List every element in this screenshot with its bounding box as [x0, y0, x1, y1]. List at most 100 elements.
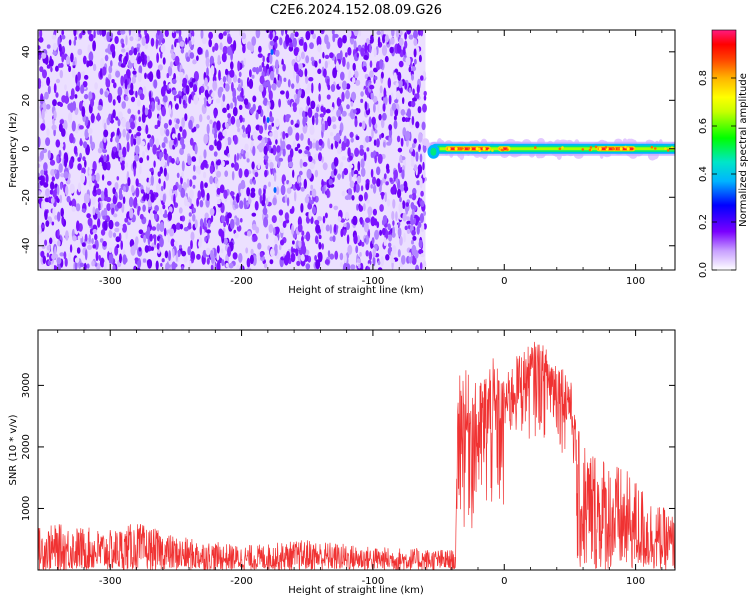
noise-blob — [216, 252, 220, 261]
noise-blob — [38, 190, 42, 196]
noise-blob — [323, 68, 327, 78]
noise-blob — [99, 162, 102, 167]
noise-blob — [227, 153, 230, 158]
noise-blob — [116, 142, 120, 152]
noise-blob — [341, 156, 347, 161]
noise-blob — [104, 187, 108, 198]
noise-blob — [49, 159, 56, 166]
noise-blob — [246, 187, 251, 197]
noise-blob — [324, 212, 328, 219]
noise-blob — [238, 83, 241, 92]
noise-blob — [93, 30, 96, 39]
noise-blob — [415, 151, 419, 162]
noise-blob — [223, 189, 228, 199]
noise-blob — [199, 218, 204, 228]
noise-blob — [112, 264, 116, 270]
noise-blob — [139, 157, 144, 164]
noise-blob — [418, 248, 424, 255]
noise-blob — [261, 199, 266, 207]
spectrogram-xtick-label: -300 — [99, 276, 122, 287]
noise-blob — [278, 209, 284, 216]
noise-blob — [106, 196, 112, 203]
noise-blob — [262, 55, 265, 63]
noise-blob — [68, 39, 72, 46]
noise-blob — [394, 99, 399, 104]
noise-blob — [101, 190, 105, 202]
noise-blob — [113, 82, 117, 89]
noise-blob — [155, 38, 158, 50]
snr-panel: -300 -200 -100 0 100 1000 2000 3000 Height of s… — [8, 329, 676, 596]
noise-blob — [278, 98, 281, 108]
noise-blob — [337, 173, 342, 180]
noise-blob — [133, 166, 136, 177]
noise-blob — [163, 148, 167, 155]
noise-blob — [84, 159, 87, 168]
noise-blob — [246, 267, 252, 270]
noise-blob — [293, 69, 296, 79]
noise-blob — [218, 228, 223, 237]
noise-blob — [79, 101, 83, 111]
noise-blob — [318, 251, 323, 263]
noise-blob — [318, 93, 321, 102]
noise-blob — [112, 187, 116, 195]
band-speckle — [581, 148, 585, 151]
noise-blob — [252, 235, 258, 242]
noise-blob — [114, 227, 120, 233]
snr-series-line — [38, 341, 675, 570]
noise-blob — [388, 230, 392, 236]
noise-blob — [307, 107, 313, 118]
noise-blob — [310, 100, 316, 110]
noise-blob — [206, 229, 211, 234]
noise-blob — [356, 175, 362, 184]
noise-blob — [419, 262, 423, 270]
noise-blob — [227, 246, 232, 257]
noise-blob — [406, 30, 412, 35]
noise-blob — [310, 184, 314, 190]
noise-blob — [269, 161, 274, 169]
noise-blob — [268, 181, 271, 188]
noise-blob — [413, 30, 418, 39]
noise-blob — [410, 202, 415, 210]
noise-blob — [80, 84, 85, 94]
noise-blob — [52, 51, 57, 56]
noise-blob — [86, 194, 90, 204]
noise-blob — [327, 250, 331, 258]
noise-blob — [190, 251, 196, 262]
noise-blob — [110, 60, 113, 67]
noise-blob — [91, 238, 94, 245]
noise-blob — [296, 260, 301, 267]
noise-blob — [192, 184, 196, 189]
noise-blob — [384, 191, 388, 203]
noise-blob — [245, 247, 249, 254]
noise-blob — [44, 91, 49, 100]
noise-blob — [321, 179, 324, 188]
noise-blob — [249, 254, 254, 265]
noise-blob — [312, 33, 316, 40]
noise-blob — [102, 161, 108, 171]
noise-blob — [316, 106, 320, 113]
noise-blob — [198, 87, 202, 96]
noise-blob — [165, 262, 169, 270]
noise-blob — [390, 37, 395, 45]
noise-speck — [270, 49, 274, 55]
noise-blob — [192, 175, 197, 180]
noise-blob — [75, 74, 78, 84]
noise-blob — [162, 204, 166, 210]
noise-blob — [206, 115, 211, 121]
noise-blob — [169, 61, 173, 68]
noise-blob — [389, 46, 394, 54]
noise-blob — [258, 188, 262, 196]
noise-blob — [90, 195, 96, 206]
noise-blob — [107, 43, 112, 55]
noise-blob — [223, 221, 227, 228]
noise-blob — [414, 58, 417, 65]
noise-blob — [276, 145, 281, 153]
noise-blob — [372, 256, 376, 267]
noise-blob — [286, 144, 292, 150]
noise-blob — [150, 175, 154, 186]
noise-blob — [309, 200, 314, 205]
noise-blob — [413, 48, 417, 58]
band-speckle — [604, 146, 608, 149]
noise-blob — [372, 184, 377, 194]
noise-blob — [329, 236, 334, 242]
